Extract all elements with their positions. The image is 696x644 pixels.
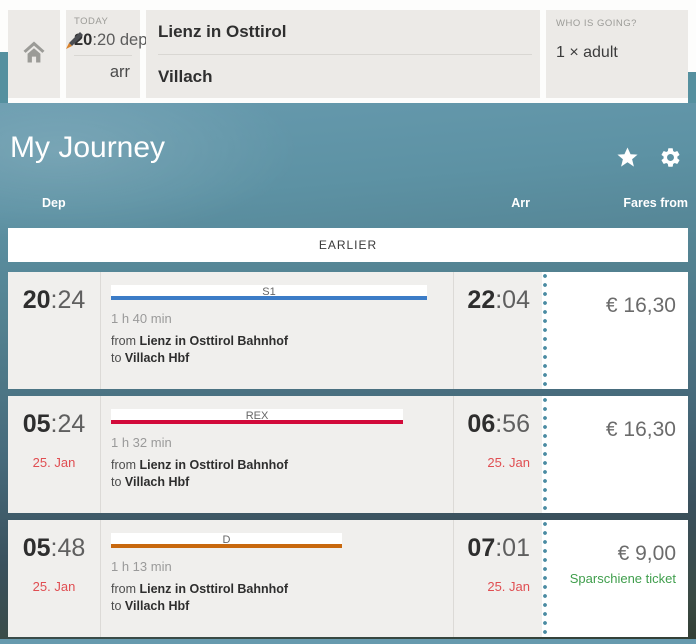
stations-summary: from Lienz in Osttirol Bahnhof to Villac… bbox=[111, 457, 453, 491]
departure-date: 25. Jan bbox=[32, 579, 76, 594]
departure-time: 05:48 bbox=[8, 534, 100, 563]
arrival-cell: 07:01 25. Jan bbox=[453, 520, 542, 637]
fare-price: € 16,30 bbox=[605, 294, 676, 317]
arrival-date: 25. Jan bbox=[487, 455, 530, 470]
departure-cell: 20:24 bbox=[8, 272, 100, 389]
from-station: Lienz in Osttirol Bahnhof bbox=[139, 458, 289, 472]
to-label: to bbox=[111, 599, 122, 613]
train-line-bar[interactable]: S1 bbox=[111, 285, 427, 300]
earlier-button[interactable]: EARLIER bbox=[8, 228, 688, 262]
from-label: from bbox=[111, 334, 136, 348]
home-button[interactable] bbox=[8, 10, 60, 98]
stations-summary: from Lienz in Osttirol Bahnhof to Villac… bbox=[111, 333, 453, 367]
passenger-count-value: 1 × adult bbox=[556, 44, 618, 61]
time-card-divider bbox=[74, 55, 132, 56]
favorite-star-icon[interactable] bbox=[616, 146, 639, 169]
arrival-time: 07:01 bbox=[454, 534, 530, 563]
page-title: My Journey bbox=[10, 131, 166, 164]
time-selector[interactable]: TODAY 20:20 dep arr bbox=[66, 10, 147, 98]
column-header-fares: Fares from bbox=[623, 196, 688, 210]
stations-divider bbox=[158, 54, 532, 55]
departure-date: 25. Jan bbox=[32, 455, 76, 470]
departure-time: 20:24 bbox=[8, 286, 100, 315]
arrival-time: 06:56 bbox=[454, 410, 530, 439]
edit-pencil-icon bbox=[64, 32, 84, 52]
dep-hour: 05 bbox=[22, 534, 51, 562]
settings-gear-icon[interactable] bbox=[659, 146, 682, 169]
fare-cell[interactable]: € 9,00 Sparschiene ticket bbox=[548, 520, 688, 637]
stations-summary: from Lienz in Osttirol Bahnhof to Villac… bbox=[111, 581, 453, 615]
arrival-cell: 06:56 25. Jan bbox=[453, 396, 542, 513]
from-label: from bbox=[111, 458, 136, 472]
arrival-date: 25. Jan bbox=[487, 579, 530, 594]
passenger-selector[interactable]: WHO IS GOING? 1 × adult bbox=[546, 10, 688, 98]
journey-row[interactable]: 05:48 25. Jan D 1 h 13 min from Lienz in… bbox=[8, 520, 688, 637]
connection-cell: D 1 h 13 min from Lienz in Osttirol Bahn… bbox=[100, 520, 453, 637]
from-station: Lienz in Osttirol Bahnhof bbox=[139, 334, 289, 348]
journey-results-list: 20:24 S1 1 h 40 min from Lienz in Osttir… bbox=[8, 272, 688, 644]
fare-price: € 9,00 bbox=[617, 542, 676, 565]
teal-background-right bbox=[688, 72, 696, 103]
connection-cell: S1 1 h 40 min from Lienz in Osttirol Bah… bbox=[100, 272, 453, 389]
dep-hour: 05 bbox=[22, 410, 51, 438]
results-column-headers: Dep Arr Fares from bbox=[0, 196, 696, 214]
from-label: from bbox=[111, 582, 136, 596]
dep-minute: :48 bbox=[50, 534, 86, 562]
train-line-bar[interactable]: REX bbox=[111, 409, 403, 424]
departure-minute-dep: :20 dep bbox=[92, 31, 148, 49]
departure-time: 05:24 bbox=[8, 410, 100, 439]
who-is-going-label: WHO IS GOING? bbox=[556, 18, 637, 29]
column-header-arr: Arr bbox=[511, 196, 530, 210]
arr-minute: :56 bbox=[495, 410, 530, 438]
arr-hour: 22 bbox=[467, 286, 496, 314]
to-station: Villach Hbf bbox=[124, 351, 190, 365]
train-line-bar[interactable]: D bbox=[111, 533, 342, 548]
arr-hour: 07 bbox=[467, 534, 496, 562]
teal-background-left bbox=[0, 52, 8, 103]
to-label: to bbox=[111, 475, 122, 489]
duration-label: 1 h 40 min bbox=[111, 311, 172, 326]
arrival-time: 22:04 bbox=[454, 286, 530, 315]
station-selector[interactable]: Lienz in Osttirol Villach bbox=[146, 10, 540, 98]
fare-cell[interactable]: € 16,30 bbox=[548, 396, 688, 513]
departure-cell: 05:48 25. Jan bbox=[8, 520, 100, 637]
to-station: Villach Hbf bbox=[124, 599, 190, 613]
duration-label: 1 h 32 min bbox=[111, 435, 172, 450]
journey-row[interactable]: 05:24 25. Jan REX 1 h 32 min from Lienz … bbox=[8, 396, 688, 513]
today-label: TODAY bbox=[74, 16, 109, 27]
origin-station-field[interactable]: Lienz in Osttirol bbox=[158, 22, 287, 41]
arr-minute: :04 bbox=[495, 286, 530, 314]
to-station: Villach Hbf bbox=[124, 475, 190, 489]
arrival-cell: 22:04 bbox=[453, 272, 542, 389]
fare-note: Sparschiene ticket bbox=[569, 571, 676, 586]
fare-cell[interactable]: € 16,30 bbox=[548, 272, 688, 389]
duration-label: 1 h 13 min bbox=[111, 559, 172, 574]
from-station: Lienz in Osttirol Bahnhof bbox=[139, 582, 289, 596]
departure-cell: 05:24 25. Jan bbox=[8, 396, 100, 513]
departure-time-value: 20:20 dep bbox=[74, 31, 147, 50]
search-header: TODAY 20:20 dep arr Lienz in Osttirol Vi… bbox=[0, 0, 696, 103]
home-icon bbox=[20, 38, 48, 71]
ticket-dotted-separator bbox=[542, 396, 548, 513]
panel-actions bbox=[616, 146, 682, 169]
column-header-dep: Dep bbox=[42, 196, 66, 210]
journey-row[interactable]: 20:24 S1 1 h 40 min from Lienz in Osttir… bbox=[8, 272, 688, 389]
arr-minute: :01 bbox=[495, 534, 530, 562]
arrival-time-field[interactable]: arr bbox=[109, 63, 130, 81]
dep-minute: :24 bbox=[50, 410, 86, 438]
to-label: to bbox=[111, 351, 122, 365]
ticket-dotted-separator bbox=[542, 272, 548, 389]
ticket-dotted-separator bbox=[542, 520, 548, 637]
arr-hour: 06 bbox=[467, 410, 496, 438]
dep-minute: :24 bbox=[50, 286, 86, 314]
connection-cell: REX 1 h 32 min from Lienz in Osttirol Ba… bbox=[100, 396, 453, 513]
destination-station-field[interactable]: Villach bbox=[158, 67, 213, 86]
fare-price: € 16,30 bbox=[605, 418, 676, 441]
dep-hour: 20 bbox=[22, 286, 51, 314]
